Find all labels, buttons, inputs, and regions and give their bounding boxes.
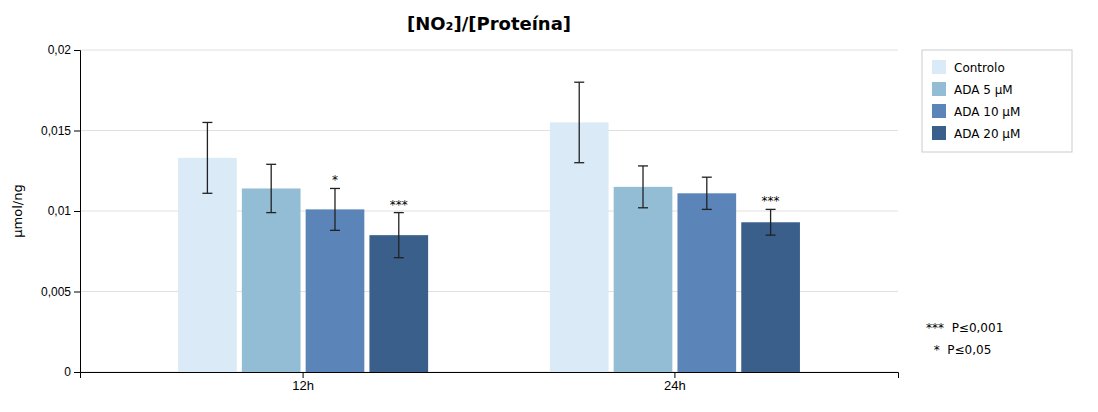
series (306, 177, 737, 372)
y-tick-label: 0,005 (41, 285, 71, 299)
error-bar (702, 177, 712, 209)
legend-swatch (932, 126, 946, 140)
chart: 00,0050,010,0150,0212h24h*******[NO₂]/[P… (0, 0, 1098, 412)
error-bar-line (766, 209, 776, 210)
legend-swatch (932, 60, 946, 74)
y-tick-mark (74, 372, 80, 373)
x-tick: 24h (664, 372, 686, 393)
legend-swatch (932, 104, 946, 118)
title: [NO₂]/[Proteína] (407, 13, 571, 34)
y-tick: 0,02 (48, 43, 80, 57)
legend-item: Controlo (932, 60, 1005, 75)
error-bar (574, 82, 584, 163)
bar (741, 222, 800, 372)
plot-area: 00,0050,010,0150,0212h24h******* (41, 43, 899, 393)
legend-label: ADA 10 μM (954, 105, 1020, 119)
error-bar (266, 164, 276, 212)
error-bar-line (394, 257, 404, 258)
grid (80, 50, 898, 372)
y-tick-mark (74, 211, 80, 212)
annotation: * P≤0,05 (926, 343, 991, 357)
significance-label: * (332, 173, 338, 187)
y-tick-label: 0,02 (48, 43, 72, 57)
error-bar-line (394, 212, 404, 213)
annotation: *** P≤0,001 (926, 321, 1003, 335)
grid-line (80, 130, 898, 131)
error-bar-line (642, 166, 643, 208)
error-bar-line (706, 177, 707, 209)
x-axis-line (81, 373, 899, 379)
error-bar-line (207, 122, 208, 193)
y-tick-label: 0,01 (48, 204, 72, 218)
bar (614, 187, 673, 372)
error-bar (394, 213, 404, 258)
error-bar-line (398, 213, 399, 258)
y-tick-label: 0,015 (41, 124, 71, 138)
error-bar-line (266, 164, 276, 165)
y-tick-label: 0 (64, 365, 71, 379)
error-bar-line (202, 122, 212, 123)
y-tick: 0,015 (41, 124, 80, 138)
error-bar-line (202, 193, 212, 194)
y-tick: 0 (64, 365, 80, 379)
series (369, 209, 800, 372)
legend-item: ADA 10 μM (932, 104, 1020, 119)
legend-label: ADA 20 μM (954, 127, 1020, 141)
bar (306, 209, 365, 372)
y-tick: 0,01 (48, 204, 80, 218)
x-tick-label: 24h (664, 378, 686, 393)
legend-item: ADA 5 μM (932, 82, 1013, 97)
y-axis-line (74, 51, 81, 373)
grid-line (80, 50, 898, 51)
x-tick-label: 12h (292, 378, 314, 393)
error-bar-line (574, 82, 584, 83)
series (178, 82, 609, 372)
significance-label: *** (762, 194, 780, 208)
error-bar-line (638, 165, 648, 166)
error-bar-line (266, 212, 276, 213)
error-bar (202, 122, 212, 193)
x-tick-mark (303, 372, 304, 378)
error-bar (330, 188, 340, 230)
error-bar-line (334, 188, 335, 230)
error-bar-line (766, 234, 776, 235)
x-tick-mark (674, 372, 675, 378)
legend-label: Controlo (954, 61, 1005, 75)
error-bar-line (330, 230, 340, 231)
error-bar-line (638, 207, 648, 208)
y-tick-mark (74, 50, 80, 51)
y-tick-mark (74, 292, 80, 293)
y-tick: 0,005 (41, 285, 80, 299)
error-bar-line (770, 209, 771, 235)
x-tick: 12h (292, 372, 314, 393)
error-bar (638, 166, 648, 208)
y-axis-title: μmol/ng (10, 184, 25, 237)
bar (677, 193, 736, 372)
legend-frame (922, 50, 1072, 152)
error-bar-line (271, 164, 272, 212)
marks (178, 82, 800, 372)
legend-item: ADA 20 μM (932, 126, 1020, 141)
bar (242, 188, 301, 372)
error-bar (766, 209, 776, 235)
significance-label: *** (390, 198, 408, 212)
series (242, 164, 673, 372)
error-bar-line (574, 162, 584, 163)
y-tick-mark (74, 131, 80, 132)
legend-swatch (932, 82, 946, 96)
legend: Controlo ADA 5 μM ADA 10 μM ADA 20 μM (922, 50, 1072, 152)
significance-labels: ******* (332, 173, 780, 211)
x-axis: 12h 24h (81, 372, 899, 393)
y-axis: 0 0,005 0,01 0,015 0,02 (41, 43, 81, 379)
error-bar-line (579, 82, 580, 163)
legend-label: ADA 5 μM (954, 83, 1013, 97)
error-bar-line (330, 188, 340, 189)
error-bar-line (702, 209, 712, 210)
error-bar-line (702, 177, 712, 178)
